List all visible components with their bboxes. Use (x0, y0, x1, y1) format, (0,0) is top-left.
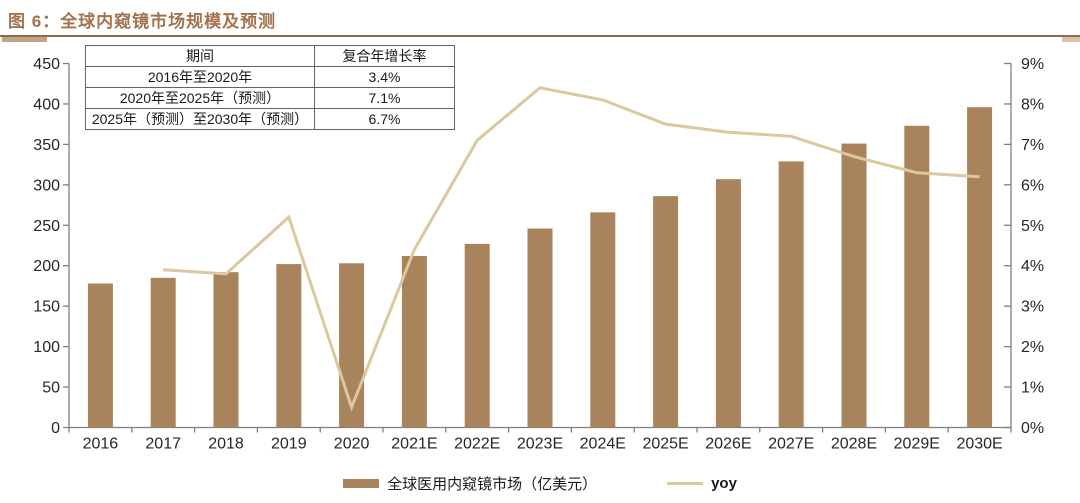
svg-text:2025E: 2025E (642, 436, 688, 453)
rule-accent-left (2, 37, 47, 42)
svg-text:8%: 8% (1021, 96, 1044, 113)
chart-legend: 全球医用内窥镜市场（亿美元） yoy (0, 470, 1080, 496)
legend-item-yoy: yoy (667, 475, 737, 492)
svg-text:100: 100 (33, 339, 60, 356)
svg-text:2029E: 2029E (894, 436, 940, 453)
yoy-line-series (163, 86, 980, 412)
line-series-label: yoy (711, 474, 737, 492)
svg-text:2023E: 2023E (517, 436, 563, 453)
svg-text:450: 450 (33, 56, 60, 73)
svg-text:2016: 2016 (83, 436, 119, 453)
svg-text:7%: 7% (1021, 137, 1044, 154)
legend-item-market: 全球医用内窥镜市场（亿美元） (343, 473, 597, 494)
svg-text:250: 250 (33, 218, 60, 235)
bar-2018 (213, 272, 239, 428)
bar-series (87, 107, 993, 428)
svg-text:2024E: 2024E (580, 436, 626, 453)
svg-text:2026E: 2026E (705, 436, 751, 453)
line-series-swatch (667, 481, 704, 485)
svg-text:2019: 2019 (271, 436, 307, 453)
svg-text:3%: 3% (1021, 299, 1044, 316)
svg-text:300: 300 (33, 177, 60, 194)
cagr-cell-period: 2016年至2020年 (85, 66, 315, 88)
svg-text:2021E: 2021E (391, 436, 437, 453)
svg-text:1%: 1% (1021, 380, 1044, 397)
svg-text:2028E: 2028E (831, 436, 877, 453)
svg-text:2020: 2020 (334, 436, 370, 453)
svg-text:400: 400 (33, 96, 60, 113)
title-rule-divider (0, 35, 1080, 37)
bar-2020 (339, 263, 365, 428)
svg-text:2027E: 2027E (768, 436, 814, 453)
bar-2025E (653, 196, 679, 428)
bar-series-swatch (343, 478, 380, 488)
svg-text:0%: 0% (1021, 420, 1044, 437)
bar-series-label: 全球医用内窥镜市场（亿美元） (387, 475, 598, 493)
svg-text:2018: 2018 (208, 436, 244, 453)
axis-labels: 0 50 100 150 200 250 300 350 400 450 0% 1% 2% 3% 4% 5% 6… (33, 56, 1044, 453)
cagr-cell-period: 2020年至2025年（预测） (85, 87, 315, 109)
bar-2030E (967, 107, 993, 428)
svg-text:6%: 6% (1021, 177, 1044, 194)
cagr-table-row: 2025年（预测）至2030年（预测） 6.7% (85, 108, 455, 130)
cagr-table-row: 2020年至2025年（预测） 7.1% (85, 87, 455, 109)
cagr-cell-period: 2025年（预测）至2030年（预测） (85, 108, 315, 130)
svg-text:2022E: 2022E (454, 436, 500, 453)
bar-2019 (276, 264, 302, 428)
svg-text:50: 50 (42, 380, 60, 397)
svg-text:350: 350 (33, 137, 60, 154)
bar-2022E (464, 243, 490, 428)
bar-2024E (590, 212, 616, 428)
svg-text:2017: 2017 (145, 436, 181, 453)
bar-2017 (150, 277, 176, 428)
bar-2021E (401, 256, 427, 428)
svg-text:200: 200 (33, 258, 60, 275)
cagr-header-rate: 复合年增长率 (314, 45, 455, 67)
bar-2027E (778, 161, 804, 428)
bar-2023E (527, 228, 553, 428)
bar-2028E (841, 143, 867, 428)
cagr-cell-rate: 3.4% (314, 66, 455, 88)
bar-2026E (715, 179, 741, 428)
bar-2029E (904, 125, 930, 428)
cagr-cell-rate: 7.1% (314, 87, 455, 109)
svg-text:0: 0 (51, 420, 60, 437)
svg-text:150: 150 (33, 299, 60, 316)
svg-text:4%: 4% (1021, 258, 1044, 275)
svg-text:5%: 5% (1021, 218, 1044, 235)
cagr-table-header-row: 期间 复合年增长率 (85, 45, 455, 67)
cagr-table-row: 2016年至2020年 3.4% (85, 66, 455, 88)
figure-title: 图 6：全球内窥镜市场规模及预测 (8, 12, 277, 31)
svg-text:2030E: 2030E (956, 436, 1002, 453)
svg-text:9%: 9% (1021, 56, 1044, 73)
cagr-table: 期间 复合年增长率 2016年至2020年 3.4% 2020年至2025年（预测）… (85, 45, 455, 130)
rule-accent-right (1062, 37, 1080, 42)
yoy-line (163, 86, 980, 412)
svg-text:2%: 2% (1021, 339, 1044, 356)
bar-2016 (87, 283, 113, 428)
cagr-cell-rate: 6.7% (314, 108, 455, 130)
cagr-header-period: 期间 (85, 45, 315, 67)
